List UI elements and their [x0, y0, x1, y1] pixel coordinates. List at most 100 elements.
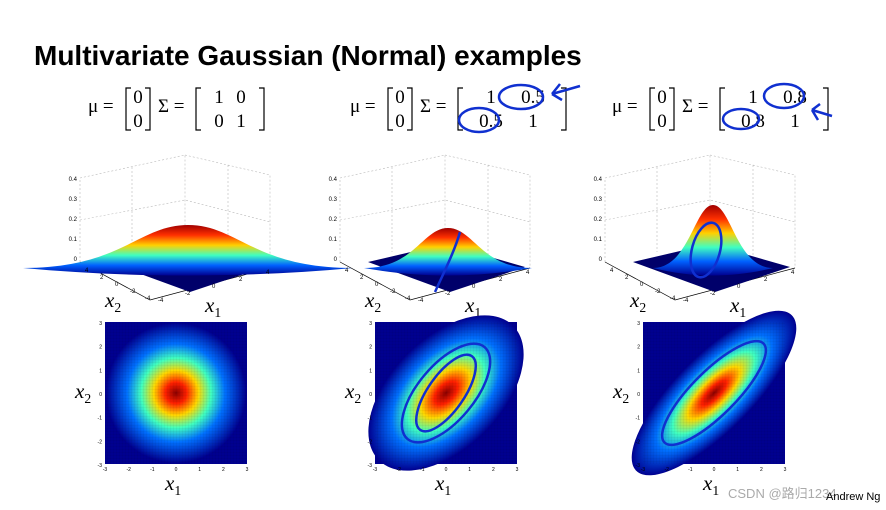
map-x-tick-label: -2	[396, 467, 401, 473]
map-y-tick-label: 3	[369, 321, 372, 327]
x1-tick-label: -4	[158, 298, 164, 304]
axis-label-base: x	[729, 293, 740, 317]
matrix-bracket	[125, 87, 131, 131]
x1-tick-label: 4	[791, 270, 795, 276]
matrix-bracket	[195, 87, 201, 131]
x2-tick-label: -2	[390, 289, 396, 295]
axis-label-sub: 2	[622, 391, 629, 406]
axis-label-sub: 2	[639, 300, 646, 315]
heatmap-grid	[643, 322, 785, 464]
author: Andrew Ng	[826, 491, 880, 503]
axis-label: x2	[364, 288, 381, 315]
axis-label-base: x	[434, 471, 445, 495]
map-x-tick-label: -2	[664, 467, 669, 473]
sigma-entry: 0	[214, 111, 224, 132]
map-x-tick-label: -1	[420, 467, 425, 473]
map-y-tick-label: 1	[369, 368, 372, 374]
map-y-tick-label: -2	[98, 439, 103, 445]
axis-label: x1	[702, 471, 719, 498]
map-y-tick-label: -1	[368, 416, 373, 422]
z-tick-label: 0	[599, 257, 603, 263]
axis-label-base: x	[612, 379, 623, 403]
x1-tick-label: 0	[737, 284, 741, 290]
map-x-tick-label: -1	[688, 467, 693, 473]
map-y-tick-label: -1	[98, 416, 103, 422]
x2-tick-label: 4	[345, 268, 349, 274]
x2-tick-label: -4	[670, 296, 676, 302]
annotation-contour	[660, 339, 768, 447]
axis-label-base: x	[702, 471, 713, 495]
annotation-stroke	[433, 231, 462, 293]
matrix-bracket	[823, 87, 829, 131]
z-tick-label: 0.3	[594, 197, 603, 203]
mu-entry: 0	[133, 111, 143, 132]
z-tick-label: 0.4	[329, 177, 338, 183]
x1-tick-label: -4	[418, 298, 424, 304]
map-x-tick-label: 3	[516, 467, 519, 473]
annotation-circle	[457, 106, 501, 134]
x1-tick-label: 0	[212, 284, 216, 290]
axis-label: x2	[74, 379, 91, 406]
axis-label-base: x	[464, 293, 475, 317]
map-y-tick-label: 2	[99, 345, 102, 351]
mu-label: μ =	[350, 96, 376, 117]
map-x-tick-label: 2	[760, 467, 763, 473]
mu-entry: 0	[133, 87, 143, 108]
map-x-tick-label: 3	[784, 467, 787, 473]
x2-tick-label: 0	[375, 282, 379, 288]
x2-tick-label: 2	[625, 275, 629, 281]
matrix-bracket	[407, 87, 413, 131]
axis-label-base: x	[364, 288, 375, 312]
annotation-circle	[497, 83, 545, 111]
axis-label: x1	[434, 471, 451, 498]
sigma-label: Σ =	[158, 96, 185, 117]
x2-tick-label: 0	[115, 282, 119, 288]
mu-entry: 0	[657, 111, 667, 132]
annotation-loop	[689, 221, 723, 279]
axis-label: x1	[464, 293, 481, 320]
annotation-contour	[415, 353, 477, 433]
x1-tick-label: -2	[185, 291, 191, 297]
axis-label: x1	[164, 471, 181, 498]
axis-label-sub: 1	[174, 483, 181, 498]
sigma-entry: 1	[528, 111, 538, 132]
x1-tick-label: -2	[710, 291, 716, 297]
map-x-tick-label: -3	[373, 467, 378, 473]
sigma-entry: 1	[748, 87, 758, 108]
matrix-bracket	[719, 87, 725, 131]
axis-label: x1	[204, 293, 221, 320]
x1-tick-label: 2	[239, 277, 243, 283]
axis-label-base: x	[74, 379, 85, 403]
map-x-tick-label: 1	[198, 467, 201, 473]
map-y-tick-label: -2	[636, 439, 641, 445]
axis-label-sub: 1	[444, 483, 451, 498]
sigma-entry: 1	[486, 87, 496, 108]
x2-tick-label: 4	[85, 268, 89, 274]
map-x-tick-label: 2	[222, 467, 225, 473]
map-x-tick-label: 0	[445, 467, 448, 473]
x2-tick-label: -2	[655, 289, 661, 295]
x2-tick-label: 2	[100, 275, 104, 281]
matrix-bracket	[387, 87, 393, 131]
matrix-bracket	[649, 87, 655, 131]
x1-tick-label: 2	[499, 277, 503, 283]
mu-entry: 0	[395, 111, 405, 132]
axis-label-base: x	[104, 288, 115, 312]
axis-label-sub: 1	[474, 305, 481, 320]
annotation-circle	[762, 82, 806, 110]
surface-peak	[23, 225, 353, 276]
axis-label-sub: 1	[712, 483, 719, 498]
z-tick-label: 0.2	[69, 217, 78, 223]
sigma-entry: 0.5	[521, 87, 545, 108]
z-tick-label: 0.1	[69, 237, 78, 243]
map-y-tick-label: 0	[369, 392, 372, 398]
map-x-tick-label: -3	[641, 467, 646, 473]
annotation-arrow	[551, 83, 581, 102]
axis-label: x1	[729, 293, 746, 320]
map-y-tick-label: 2	[369, 345, 372, 351]
annotation-contour	[400, 342, 492, 444]
z-tick-label: 0.1	[594, 237, 603, 243]
plot-box	[604, 154, 796, 268]
x2-tick-label: 0	[640, 282, 644, 288]
z-tick-label: 0	[74, 257, 78, 263]
